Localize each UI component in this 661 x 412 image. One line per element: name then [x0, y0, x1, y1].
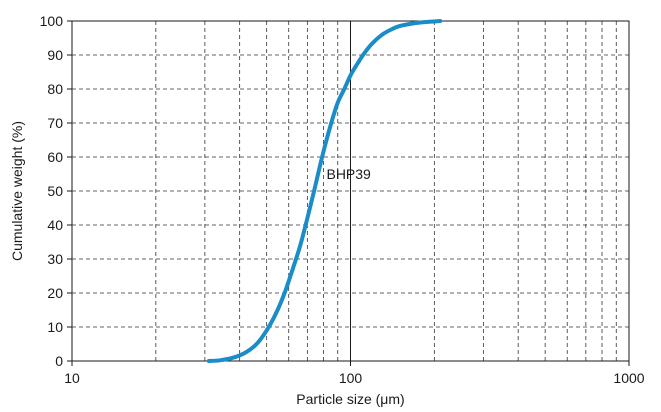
y-tick-label: 70	[47, 115, 63, 131]
x-tick-label: 1000	[613, 370, 644, 386]
y-axis-ticks: 0 10 20 30 40 50 60 70 80 90 100	[40, 13, 72, 369]
y-tick-label: 40	[47, 217, 63, 233]
series-line-bhp39	[206, 19, 443, 363]
x-axis-ticks: 10 100 1000	[64, 361, 645, 386]
x-axis-title: Particle size (μm)	[296, 391, 404, 407]
grid-lines	[72, 21, 629, 361]
y-tick-label: 10	[47, 319, 63, 335]
x-tick-label: 100	[339, 370, 363, 386]
y-tick-label: 20	[47, 285, 63, 301]
y-tick-label: 0	[55, 353, 63, 369]
y-tick-label: 80	[47, 81, 63, 97]
y-tick-label: 100	[40, 13, 64, 29]
annotations: BHP39	[326, 166, 371, 182]
y-tick-label: 50	[47, 183, 63, 199]
series-annotation-label: BHP39	[326, 166, 371, 182]
y-axis-title: Cumulative weight (%)	[9, 121, 25, 261]
y-tick-label: 30	[47, 251, 63, 267]
y-tick-label: 60	[47, 149, 63, 165]
y-tick-label: 90	[47, 47, 63, 63]
x-tick-label: 10	[64, 370, 80, 386]
series-lines	[206, 19, 443, 363]
